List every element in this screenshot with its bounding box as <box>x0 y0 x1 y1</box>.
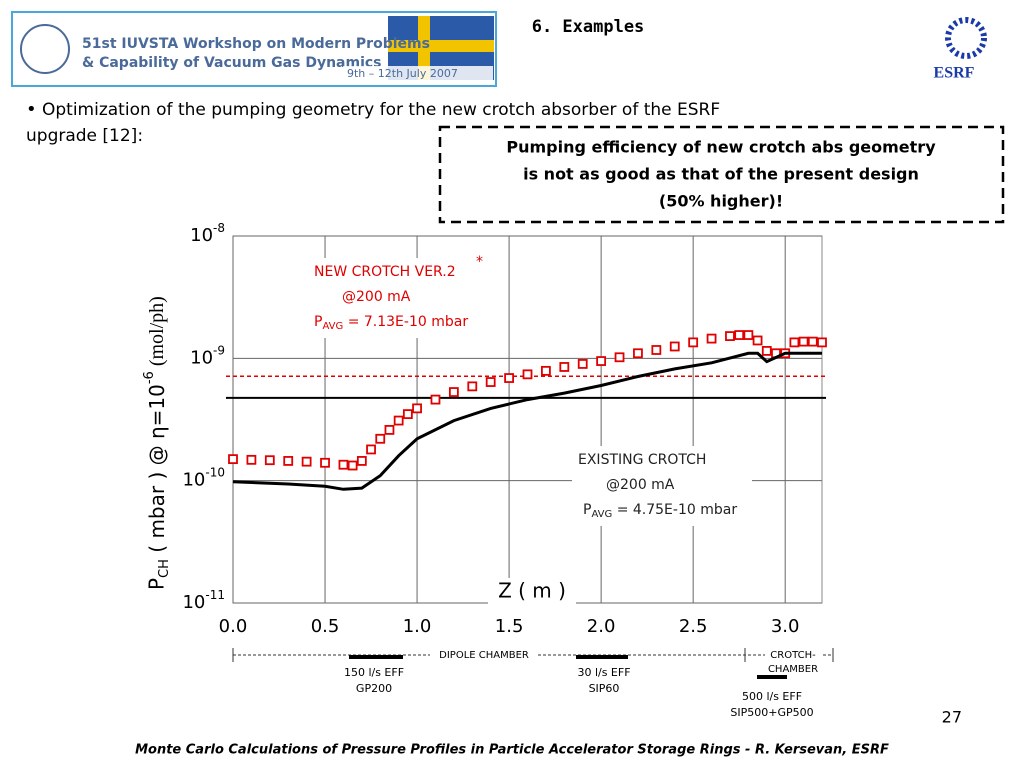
marker <box>633 348 643 359</box>
bullet-dot: • <box>26 99 37 120</box>
marker <box>402 409 413 420</box>
x-tick-label: 2.0 <box>587 616 616 637</box>
marker <box>430 394 441 405</box>
marker <box>752 335 763 346</box>
plot: 10-11 10-10 10-9 10-8 0.0 0.5 1.0 1.5 2.0 2.5 3.0 Z… <box>142 221 827 637</box>
marker <box>246 454 257 465</box>
marker <box>264 455 275 466</box>
callout-text: (50% higher)! <box>659 192 783 211</box>
marker <box>283 456 294 466</box>
logo-date: 9th – 12th July 2007 <box>347 67 458 80</box>
logo-globe <box>20 24 70 74</box>
label-bg <box>430 648 538 662</box>
annotation: PAVG = 7.13E-10 mbar <box>314 314 468 332</box>
y-tick-label: 10-10 <box>182 465 225 491</box>
x-tick-label: 1.0 <box>403 616 432 637</box>
logo-line: & Capability of Vacuum Gas Dynamics <box>82 55 382 71</box>
marker <box>798 336 809 347</box>
annotation: EXISTING CROTCH <box>578 452 706 468</box>
flag-stripe <box>388 40 494 52</box>
marker <box>366 444 376 455</box>
marker <box>614 352 625 363</box>
marker <box>393 415 404 426</box>
y-axis-label: PCH ( mbar ) @ η=10-6 (mol/ph) <box>142 296 172 590</box>
page-number: 27 <box>942 708 962 727</box>
marker <box>651 345 662 355</box>
series-line <box>232 351 822 491</box>
marker <box>412 403 422 414</box>
annotation: * <box>476 254 483 270</box>
label-bg <box>765 648 821 662</box>
marker <box>725 331 735 341</box>
marker <box>356 456 367 466</box>
pump-label: GP200 <box>356 682 392 695</box>
x-tick-label: 0.5 <box>311 616 340 637</box>
marker <box>669 341 680 352</box>
x-tick-label: 0.0 <box>219 616 248 637</box>
annotation: @200 mA <box>606 477 675 493</box>
annotation: PAVG = 4.75E-10 mbar <box>583 502 737 520</box>
marker <box>743 330 754 340</box>
pump-label: SIP500+GP500 <box>730 706 813 719</box>
marker <box>577 359 588 369</box>
marker <box>504 373 514 383</box>
date-bg <box>343 66 493 80</box>
marker <box>448 387 459 397</box>
marker <box>467 381 478 392</box>
marker <box>807 336 818 347</box>
marker <box>301 456 312 467</box>
callout-text: is not as good as that of the present de… <box>523 165 919 184</box>
x-tick-label: 3.0 <box>771 616 800 637</box>
chamber-label: DIPOLE CHAMBER <box>439 650 529 661</box>
y-tick-label: 10-9 <box>190 343 225 369</box>
marker <box>761 346 772 356</box>
annotation-bg <box>572 446 752 526</box>
chamber-label: CHAMBER <box>768 664 818 675</box>
chamber-label: CROTCH- <box>770 650 816 661</box>
pump-label: 150 l/s EFF <box>344 666 404 679</box>
marker <box>320 457 330 468</box>
marker <box>485 377 496 387</box>
xlabel-bg <box>488 578 576 606</box>
bullet-text: upgrade [12]: <box>26 126 143 146</box>
esrf-logo <box>945 17 987 59</box>
marker <box>522 369 533 380</box>
marker <box>817 337 827 348</box>
marker <box>734 330 745 340</box>
marker <box>706 333 717 344</box>
x-tick-label: 2.5 <box>679 616 708 637</box>
pump-label: 30 l/s EFF <box>577 666 630 679</box>
esrf-text: ESRF <box>934 65 975 82</box>
marker <box>559 362 570 372</box>
bullet-text: Optimization of the pumping geometry for… <box>42 100 720 120</box>
annotation-bg <box>308 258 483 338</box>
x-axis-label: Z ( m ) <box>498 579 566 603</box>
flag-stripe <box>418 16 430 80</box>
logo-line: 51st IUVSTA Workshop on Modern Problems <box>82 36 430 52</box>
marker <box>375 433 386 444</box>
pump-label: 500 l/s EFF <box>742 690 802 703</box>
callout-text: Pumping efficiency of new crotch abs geo… <box>506 138 936 157</box>
marker <box>541 365 551 376</box>
y-tick-label: 10-8 <box>190 221 225 247</box>
callout-box <box>438 125 1005 224</box>
marker <box>228 454 238 465</box>
y-tick-label: 10-11 <box>182 588 225 614</box>
marker <box>347 460 358 471</box>
annotation: @200 mA <box>342 289 411 305</box>
footer: Monte Carlo Calculations of Pressure Pro… <box>135 743 889 758</box>
pump-label: SIP60 <box>589 682 620 695</box>
marker <box>596 356 607 366</box>
marker <box>789 337 800 348</box>
marker <box>338 459 349 470</box>
slide-title: 6. Examples <box>532 17 645 37</box>
annotation: NEW CROTCH VER.2 <box>314 264 456 280</box>
x-tick-label: 1.5 <box>495 616 524 637</box>
marker <box>384 425 395 435</box>
marker <box>688 337 699 348</box>
